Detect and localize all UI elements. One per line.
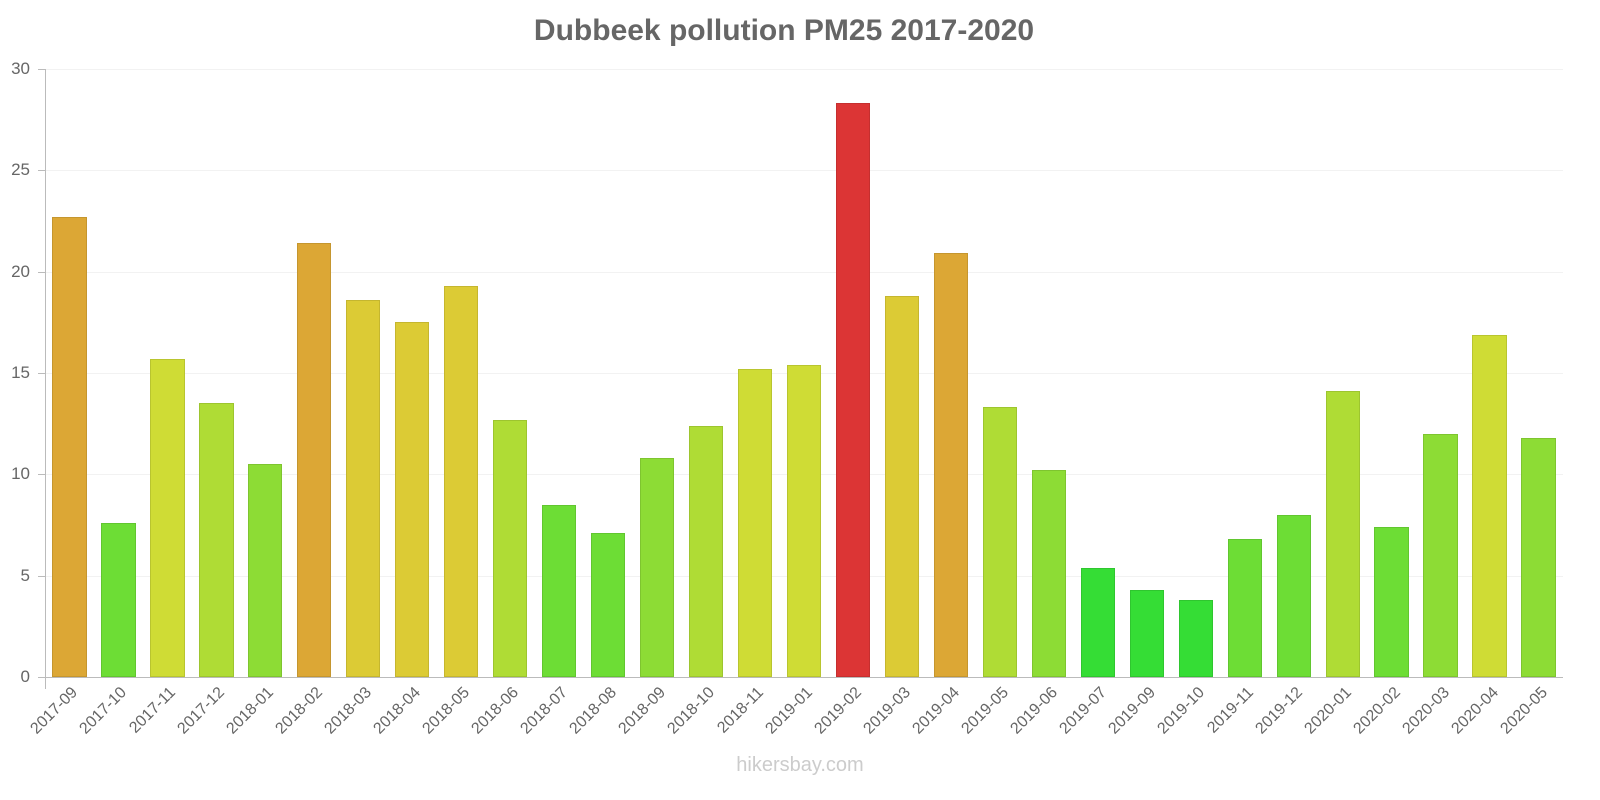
bar-2019-11[interactable]: [1227, 539, 1262, 677]
gridline: [45, 271, 1563, 273]
y-tick-label: 25: [11, 160, 30, 180]
y-tick-mark: [38, 575, 45, 577]
bar-2020-02[interactable]: [1374, 527, 1409, 677]
bar-2020-01[interactable]: [1325, 391, 1360, 677]
y-axis-line: [45, 69, 46, 689]
bar-2018-04[interactable]: [395, 322, 430, 677]
bar-2017-10[interactable]: [101, 522, 136, 677]
bar-2020-03[interactable]: [1423, 433, 1458, 677]
bar-2019-05[interactable]: [982, 407, 1017, 677]
bar-2019-07[interactable]: [1080, 567, 1115, 677]
bar-2018-02[interactable]: [297, 243, 332, 677]
bar-2019-02[interactable]: [835, 103, 871, 677]
bar-2019-03[interactable]: [884, 296, 920, 677]
bar-2017-09[interactable]: [52, 216, 87, 677]
bar-2018-08[interactable]: [590, 533, 626, 677]
y-tick-mark: [38, 474, 45, 476]
bar-2019-12[interactable]: [1276, 514, 1311, 677]
bar-2019-04[interactable]: [933, 253, 969, 677]
bar-2017-12[interactable]: [199, 403, 234, 677]
y-tick-label: 10: [11, 464, 30, 484]
y-tick-mark: [38, 69, 45, 70]
y-tick-mark: [38, 170, 45, 172]
x-axis-line: [45, 677, 1563, 678]
y-tick-mark: [38, 373, 45, 374]
chart-title: Dubbeek pollution PM25 2017-2020: [533, 14, 1035, 47]
y-tick-label: 15: [11, 363, 30, 382]
bar-2019-09[interactable]: [1129, 589, 1164, 677]
watermark: hikersbay.com: [736, 754, 864, 776]
y-tick-label: 5: [20, 565, 30, 585]
plot-area: [45, 69, 1563, 677]
bar-2018-01[interactable]: [248, 464, 283, 677]
y-tick-label: 0: [20, 667, 30, 686]
bar-2019-10[interactable]: [1178, 600, 1213, 677]
bar-2019-06[interactable]: [1031, 470, 1066, 677]
y-tick-label: 30: [11, 59, 30, 78]
bar-2017-11[interactable]: [150, 358, 185, 677]
y-tick-mark: [38, 271, 45, 273]
bar-2020-05[interactable]: [1521, 437, 1556, 677]
bar-2018-07[interactable]: [542, 504, 577, 677]
bar-2020-04[interactable]: [1472, 334, 1507, 677]
bar-2018-10[interactable]: [688, 425, 724, 677]
y-tick-mark: [38, 677, 45, 678]
bar-2018-06[interactable]: [493, 419, 528, 677]
bar-2019-01[interactable]: [786, 364, 822, 677]
bar-2018-03[interactable]: [346, 300, 381, 677]
gridline: [45, 170, 1563, 172]
bar-2018-11[interactable]: [737, 368, 773, 677]
y-tick-label: 20: [11, 261, 30, 281]
bar-2018-05[interactable]: [444, 285, 479, 677]
bar-2018-09[interactable]: [639, 458, 675, 677]
gridline: [45, 69, 1563, 70]
